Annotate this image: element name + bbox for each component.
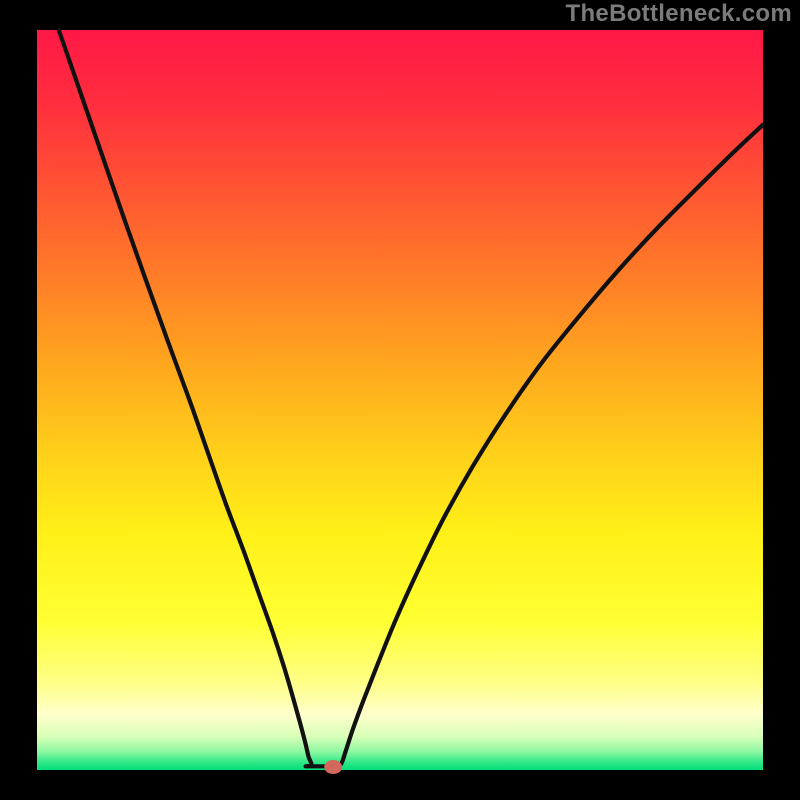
watermark-text: TheBottleneck.com [566, 0, 792, 28]
chart-container: { "meta": { "watermark_text": "TheBottle… [0, 0, 800, 800]
optimal-point-marker [324, 760, 342, 774]
bottleneck-chart [0, 0, 800, 800]
plot-background [37, 30, 763, 770]
